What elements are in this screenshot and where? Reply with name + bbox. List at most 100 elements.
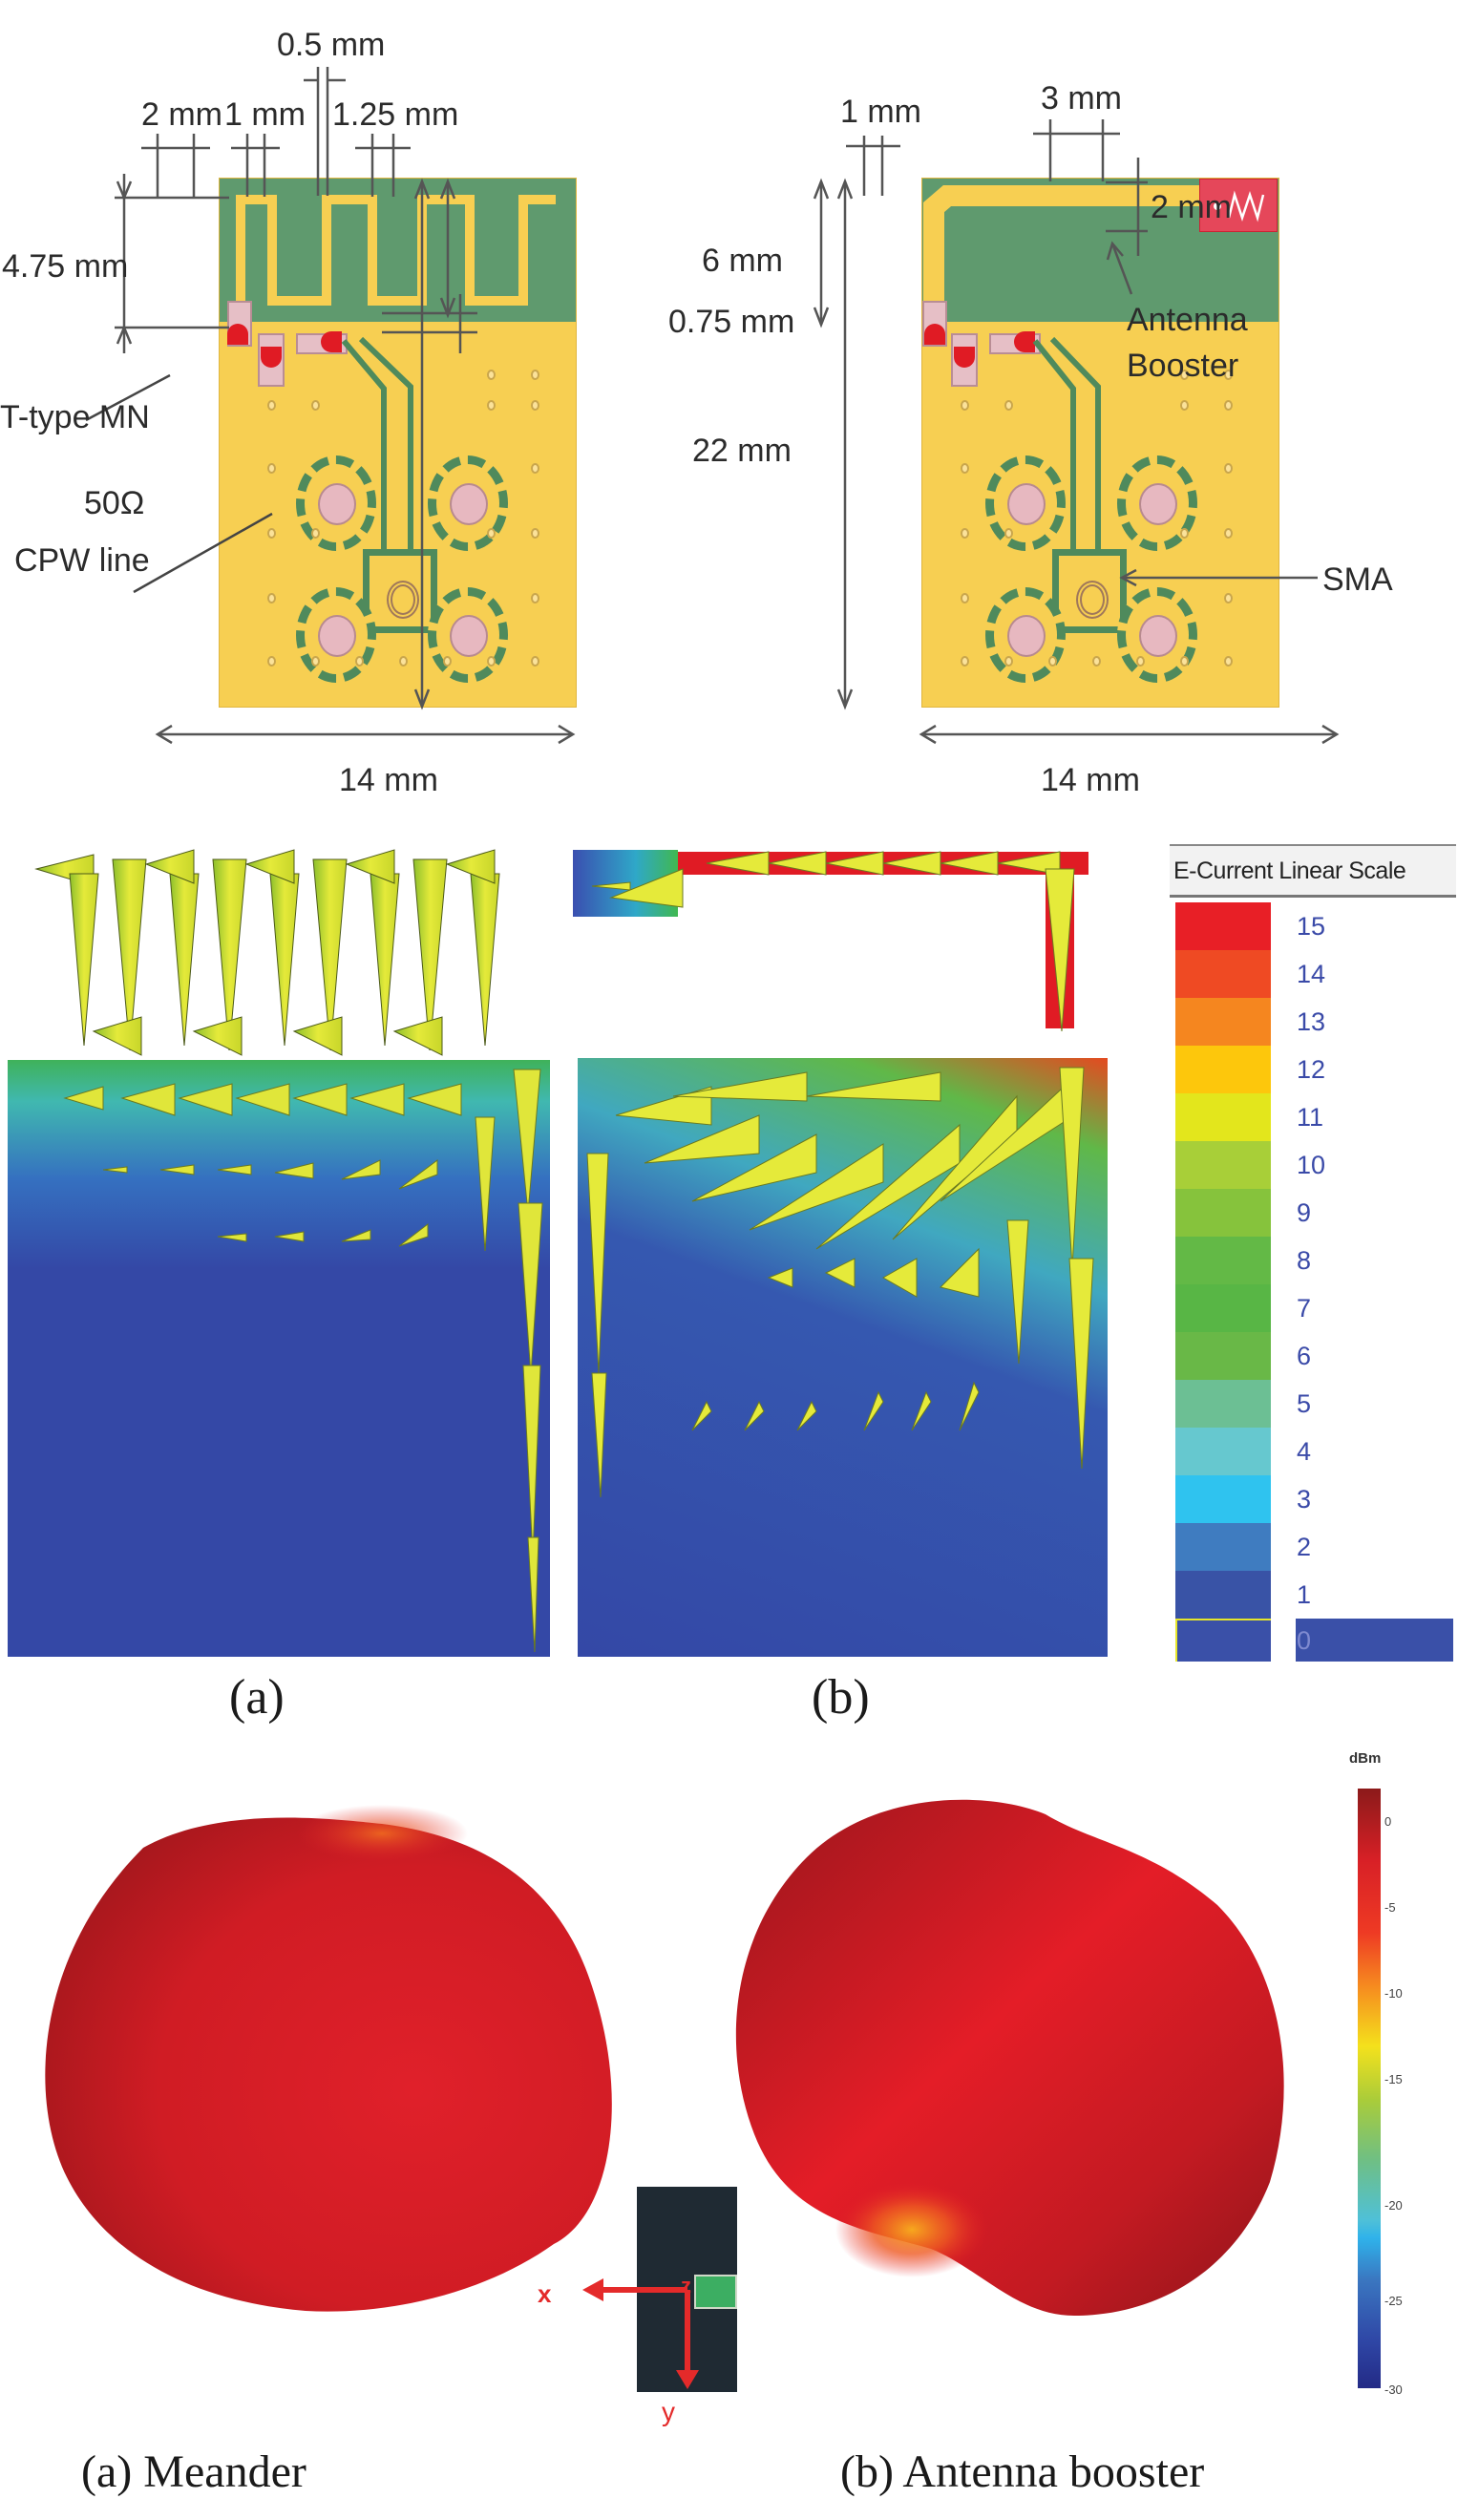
e-current-meander-ground — [8, 1060, 550, 1657]
scale-label-4: 4 — [1297, 1437, 1312, 1466]
callout-booster-line2: Booster — [1127, 348, 1239, 384]
colorbar-tick-15: -15 — [1384, 2072, 1403, 2086]
via — [311, 656, 320, 667]
via — [531, 400, 539, 411]
callout-matching-network: T-type MN — [0, 399, 150, 435]
colorbar-tick-10: -10 — [1384, 1986, 1403, 2001]
scale-swatch-0-extended — [1296, 1619, 1453, 1662]
via — [1224, 656, 1233, 667]
dim-gap-height-a: 0.75 mm — [668, 304, 795, 340]
dimension-lines-b — [813, 119, 1340, 745]
colorbar-tick-20: -20 — [1384, 2198, 1403, 2213]
colorbar-tick-30: -30 — [1384, 2382, 1403, 2397]
colorbar-tick-0: 0 — [1384, 1814, 1392, 1829]
caption-pattern-meander: (a) Meander — [81, 2446, 306, 2497]
via — [355, 656, 364, 667]
scale-label-14: 14 — [1297, 960, 1326, 988]
scale-swatch-10 — [1175, 1141, 1271, 1189]
via — [1224, 593, 1233, 604]
via — [1004, 656, 1013, 667]
sma-pin — [1076, 581, 1109, 619]
via — [487, 400, 496, 411]
dim-right-width-a: 1.25 mm — [332, 96, 459, 133]
dim-mid-width-a: 1 mm — [224, 96, 306, 133]
e-current-booster-ground — [578, 1058, 1108, 1657]
scale-label-10: 10 — [1297, 1151, 1326, 1179]
scale-label-1: 1 — [1297, 1580, 1312, 1609]
radiation-pattern-booster — [735, 1799, 1284, 2316]
ground-pad-inner — [1139, 483, 1177, 525]
matching-pad-1 — [227, 324, 248, 345]
scale-swatch-0 — [1175, 1619, 1271, 1662]
axis-label-z: z — [681, 2274, 691, 2298]
ground-pad — [296, 455, 376, 551]
scale-label-5: 5 — [1297, 1389, 1312, 1418]
matching-pad-2 — [261, 347, 282, 368]
booster-feed-trace — [923, 185, 1209, 322]
matching-pad-1 — [924, 324, 945, 345]
scale-label-9: 9 — [1297, 1198, 1312, 1227]
dim-board-width-a: 14 mm — [339, 762, 438, 798]
matching-pad-3 — [1014, 331, 1035, 352]
e-current-meander-top — [17, 840, 561, 1060]
scale-swatch-5 — [1175, 1380, 1271, 1428]
dim-booster-width-b: 3 mm — [1041, 80, 1122, 116]
via — [1224, 463, 1233, 474]
caption-e-current-a: (a) — [229, 1670, 285, 1725]
via — [531, 528, 539, 539]
ground-pad-inner — [318, 483, 356, 525]
ground-pad-inner — [450, 483, 488, 525]
via — [961, 593, 969, 604]
scale-swatch-8 — [1175, 1237, 1271, 1284]
callout-line-impedance: 50Ω — [84, 485, 145, 521]
cpw-feed-line — [341, 336, 413, 551]
colorbar-tick-5: -5 — [1384, 1900, 1396, 1915]
via — [267, 463, 276, 474]
axis-label-x: x — [538, 2279, 552, 2308]
ground-pad — [985, 455, 1066, 551]
scale-swatch-13 — [1175, 998, 1271, 1046]
via — [1180, 370, 1189, 380]
via — [961, 463, 969, 474]
via — [267, 656, 276, 667]
via — [1224, 370, 1233, 380]
axis-label-y: y — [662, 2397, 675, 2426]
via — [267, 528, 276, 539]
antenna-booster-chip — [1199, 179, 1278, 232]
via — [1004, 528, 1013, 539]
pcb-board-meander — [219, 178, 577, 708]
dim-board-width-b: 14 mm — [1041, 762, 1140, 798]
via — [267, 593, 276, 604]
via — [487, 370, 496, 380]
via — [1136, 656, 1145, 667]
scale-label-6: 6 — [1297, 1342, 1312, 1370]
scale-swatch-15 — [1175, 902, 1271, 950]
via — [399, 656, 408, 667]
scale-label-3: 3 — [1297, 1485, 1312, 1514]
ground-pad-inner — [450, 615, 488, 657]
colorbar-unit: dBm — [1349, 1750, 1382, 1767]
scale-label-15: 15 — [1297, 912, 1326, 941]
matching-pad-2 — [954, 347, 975, 368]
via — [311, 528, 320, 539]
scale-swatch-6 — [1175, 1332, 1271, 1380]
scale-swatch-1 — [1175, 1571, 1271, 1619]
caption-pattern-booster: (b) Antenna booster — [840, 2446, 1205, 2497]
sma-footprint — [1052, 549, 1127, 633]
board-module-chip — [694, 2275, 737, 2309]
caption-e-current-b: (b) — [812, 1670, 870, 1725]
via — [531, 593, 539, 604]
scale-label-12: 12 — [1297, 1055, 1326, 1084]
ground-pad — [428, 587, 508, 683]
dim-left-width-a: 2 mm — [141, 96, 222, 133]
scale-label-8: 8 — [1297, 1246, 1312, 1275]
scale-swatch-14 — [1175, 950, 1271, 998]
scale-label-11: 11 — [1297, 1103, 1324, 1132]
scale-swatch-12 — [1175, 1046, 1271, 1093]
via — [487, 656, 496, 667]
via — [1224, 400, 1233, 411]
matching-pad-3 — [321, 331, 342, 352]
sma-pin — [387, 581, 419, 619]
callout-booster-line1: Antenna — [1127, 302, 1248, 338]
ground-pad — [985, 587, 1066, 683]
